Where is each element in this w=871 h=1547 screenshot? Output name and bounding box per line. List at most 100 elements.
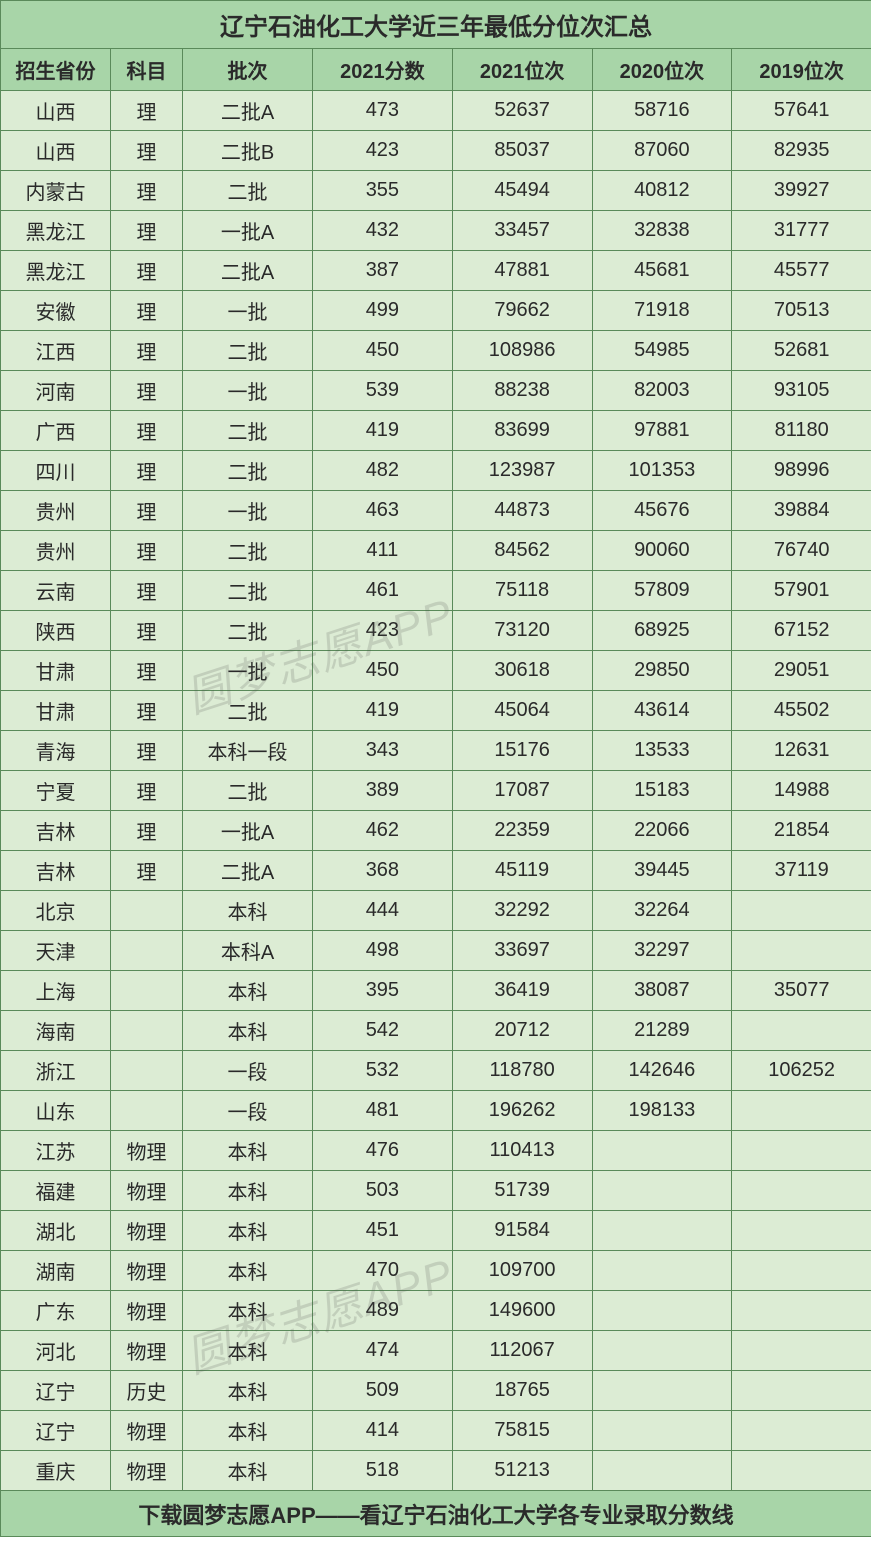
table-cell [732, 1451, 871, 1491]
table-cell [732, 891, 871, 931]
table-cell: 198133 [592, 1091, 732, 1131]
table-cell: 109700 [452, 1251, 592, 1291]
table-row: 甘肃理一批450306182985029051 [1, 651, 871, 691]
table-cell: 57641 [732, 91, 871, 131]
table-cell: 吉林 [1, 851, 111, 891]
table-row: 湖北物理本科45191584 [1, 1211, 871, 1251]
table-cell: 贵州 [1, 491, 111, 531]
table-cell: 本科 [183, 971, 313, 1011]
table-cell [592, 1451, 732, 1491]
table-cell: 45119 [452, 851, 592, 891]
table-cell: 432 [313, 211, 453, 251]
table-row: 贵州理二批411845629006076740 [1, 531, 871, 571]
table-cell: 58716 [592, 91, 732, 131]
table-cell: 461 [313, 571, 453, 611]
table-cell: 安徽 [1, 291, 111, 331]
table-cell: 物理 [111, 1171, 183, 1211]
table-cell: 天津 [1, 931, 111, 971]
table-cell: 甘肃 [1, 651, 111, 691]
table-row: 重庆物理本科51851213 [1, 1451, 871, 1491]
table-cell: 理 [111, 611, 183, 651]
table-cell: 30618 [452, 651, 592, 691]
table-cell [732, 1211, 871, 1251]
table-row: 江苏物理本科476110413 [1, 1131, 871, 1171]
table-cell: 489 [313, 1291, 453, 1331]
table-cell: 368 [313, 851, 453, 891]
table-cell: 辽宁 [1, 1411, 111, 1451]
table-cell: 123987 [452, 451, 592, 491]
table-cell: 二批 [183, 691, 313, 731]
table-cell: 45494 [452, 171, 592, 211]
table-cell: 物理 [111, 1251, 183, 1291]
table-cell: 21289 [592, 1011, 732, 1051]
col-rank19: 2019位次 [732, 49, 871, 91]
table-row: 北京本科4443229232264 [1, 891, 871, 931]
table-cell: 35077 [732, 971, 871, 1011]
table-cell: 71918 [592, 291, 732, 331]
table-cell [732, 1291, 871, 1331]
table-cell: 419 [313, 691, 453, 731]
table-row: 广东物理本科489149600 [1, 1291, 871, 1331]
table-cell: 江西 [1, 331, 111, 371]
col-rank20: 2020位次 [592, 49, 732, 91]
table-cell: 理 [111, 491, 183, 531]
table-cell: 149600 [452, 1291, 592, 1331]
table-cell: 本科 [183, 1451, 313, 1491]
table-cell: 31777 [732, 211, 871, 251]
table-cell: 106252 [732, 1051, 871, 1091]
table-cell [111, 971, 183, 1011]
table-cell: 20712 [452, 1011, 592, 1051]
table-cell: 79662 [452, 291, 592, 331]
table-cell: 物理 [111, 1331, 183, 1371]
table-cell: 物理 [111, 1131, 183, 1171]
table-row: 辽宁物理本科41475815 [1, 1411, 871, 1451]
table-row: 陕西理二批423731206892567152 [1, 611, 871, 651]
table-cell: 389 [313, 771, 453, 811]
table-cell: 39884 [732, 491, 871, 531]
table-cell [732, 1251, 871, 1291]
table-cell: 343 [313, 731, 453, 771]
table-cell: 理 [111, 251, 183, 291]
table-row: 山东一段481196262198133 [1, 1091, 871, 1131]
table-cell: 浙江 [1, 1051, 111, 1091]
table-cell: 理 [111, 851, 183, 891]
table-cell [732, 931, 871, 971]
table-row: 云南理二批461751185780957901 [1, 571, 871, 611]
table-cell: 76740 [732, 531, 871, 571]
table-cell: 13533 [592, 731, 732, 771]
table-cell: 一段 [183, 1051, 313, 1091]
table-cell: 39445 [592, 851, 732, 891]
table-cell: 一段 [183, 1091, 313, 1131]
table-cell: 37119 [732, 851, 871, 891]
table-cell: 44873 [452, 491, 592, 531]
table-row: 上海本科395364193808735077 [1, 971, 871, 1011]
table-cell: 82935 [732, 131, 871, 171]
table-header-row: 招生省份 科目 批次 2021分数 2021位次 2020位次 2019位次 [1, 49, 871, 91]
table-cell: 二批 [183, 771, 313, 811]
table-cell: 历史 [111, 1371, 183, 1411]
table-cell: 21854 [732, 811, 871, 851]
table-cell: 101353 [592, 451, 732, 491]
table-cell: 山西 [1, 131, 111, 171]
table-cell: 70513 [732, 291, 871, 331]
table-cell: 本科一段 [183, 731, 313, 771]
table-row: 湖南物理本科470109700 [1, 1251, 871, 1291]
table-cell: 物理 [111, 1211, 183, 1251]
table-cell [732, 1171, 871, 1211]
table-cell: 黑龙江 [1, 251, 111, 291]
col-batch: 批次 [183, 49, 313, 91]
table-cell: 二批 [183, 411, 313, 451]
table-cell: 68925 [592, 611, 732, 651]
table-cell: 75118 [452, 571, 592, 611]
table-cell: 宁夏 [1, 771, 111, 811]
table-cell: 73120 [452, 611, 592, 651]
table-cell [732, 1091, 871, 1131]
table-cell: 93105 [732, 371, 871, 411]
table-cell: 本科 [183, 1011, 313, 1051]
table-cell: 395 [313, 971, 453, 1011]
table-cell: 物理 [111, 1451, 183, 1491]
table-cell: 22066 [592, 811, 732, 851]
table-cell: 90060 [592, 531, 732, 571]
table-cell: 509 [313, 1371, 453, 1411]
table-cell: 118780 [452, 1051, 592, 1091]
